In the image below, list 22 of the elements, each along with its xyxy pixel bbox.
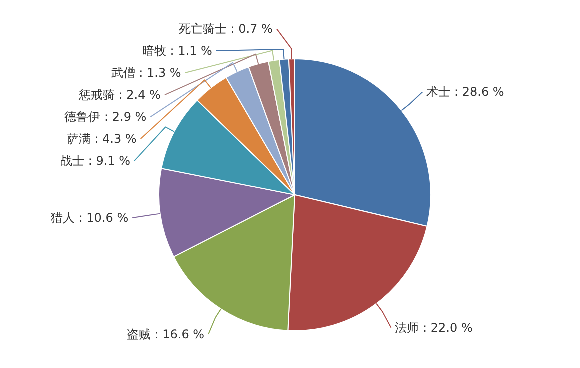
slice-label: 武僧 [111, 66, 140, 80]
slice-label: 法师 [395, 320, 424, 335]
slice-label: 德鲁伊 [64, 110, 105, 124]
slice-label: 盗贼 [126, 327, 155, 342]
slice-label: 死亡骑士 [178, 22, 231, 36]
data-label: : 10.6 % [78, 210, 129, 225]
slice-label: 术士 [426, 85, 455, 100]
data-label: : 28.6 % [454, 85, 504, 100]
slice-label: 暗牧 [142, 44, 170, 58]
slice-label: 惩戒骑 [78, 88, 119, 102]
slice-label: 萨满 [66, 132, 95, 146]
data-label: : 4.3 % [94, 132, 137, 146]
data-label: : 2.9 % [104, 110, 147, 124]
data-label: : 1.1 % [170, 44, 212, 58]
slice-label: 猎人 [50, 210, 79, 225]
data-label: : 0.7 % [230, 22, 273, 36]
data-label: : 1.3 % [139, 66, 182, 80]
data-label: : 16.6 % [154, 327, 205, 342]
data-label: : 2.4 % [118, 88, 161, 102]
slice-label: 战士 [60, 154, 88, 168]
data-label: : 22.0 % [423, 320, 473, 335]
data-label: : 9.1 % [88, 154, 131, 168]
